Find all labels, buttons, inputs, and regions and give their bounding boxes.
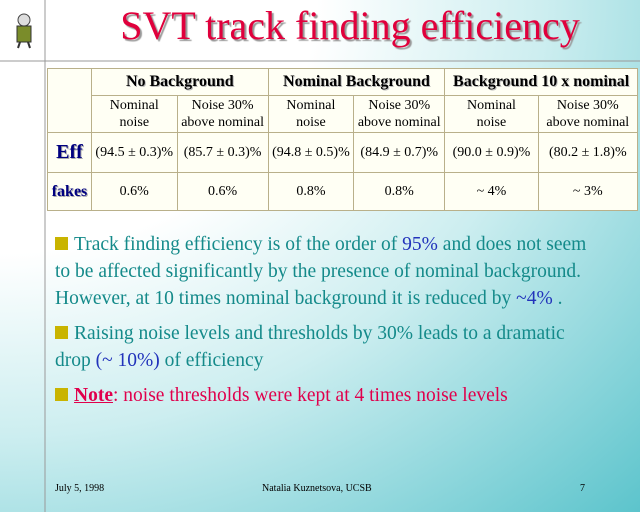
sub-header: Nominal noise [91, 95, 178, 133]
cell: ~ 4% [444, 172, 539, 211]
cell: 0.6% [91, 172, 178, 211]
cell: (94.5 ± 0.3)% [91, 132, 178, 173]
sub-header-line: Noise 30% [368, 98, 431, 113]
sub-header: Noise 30% above nominal [176, 95, 269, 133]
group-header: Background 10 x nominal [444, 68, 638, 96]
highlight: 95% [402, 234, 438, 255]
corner [47, 68, 92, 133]
sub-header-line: above nominal [357, 115, 441, 130]
cell: (80.2 ± 1.8)% [537, 132, 639, 173]
text: and does not seem to be affected signifi… [55, 234, 587, 309]
text: . [552, 288, 563, 309]
cell: (90.0 ± 0.9)% [444, 132, 539, 173]
bullet: Raising noise levels and thresholds by 3… [55, 320, 595, 374]
sub-header-line: noise [476, 115, 507, 130]
cell: 0.8% [353, 172, 446, 211]
sub-header: Noise 30% above nominal [353, 95, 446, 133]
sub-header: Nominal noise [267, 95, 355, 133]
sub-header-line: Nominal [109, 98, 159, 113]
highlight: (~ 10%) [95, 350, 160, 371]
sub-header-line: above nominal [546, 115, 630, 130]
highlight: ~4% [516, 288, 553, 309]
row-label: fakes [47, 172, 92, 211]
title: SVT track finding efficiency [120, 3, 580, 48]
text: of efficiency [159, 350, 264, 371]
sub-header: Nominal noise [444, 95, 539, 133]
cell: 0.6% [176, 172, 269, 211]
cell: ~ 3% [537, 172, 639, 211]
bullet-list: Track finding efficiency is of the order… [55, 231, 595, 417]
footer-date: July 5, 1998 [55, 483, 105, 494]
sub-header-line: above nominal [181, 115, 264, 130]
note-label: Note [74, 385, 113, 406]
text: Track finding efficiency is of the order… [74, 234, 403, 255]
footer-page: 7 [580, 483, 585, 494]
cell: (84.9 ± 0.7)% [353, 132, 446, 173]
cell: (94.8 ± 0.5)% [267, 132, 355, 173]
sub-header-line: noise [296, 115, 326, 130]
group-header: Nominal Background [267, 68, 446, 96]
sub-header-line: Nominal [286, 98, 336, 113]
sub-header-line: Noise 30% [191, 98, 254, 113]
sub-header-line: Noise 30% [556, 98, 619, 113]
cell: (85.7 ± 0.3)% [176, 132, 269, 173]
logo [16, 13, 32, 49]
results-table: No Background Nominal Background Backgro… [47, 68, 639, 211]
cell: 0.8% [267, 172, 355, 211]
text: Raising noise levels and thresholds by 3… [55, 323, 565, 371]
bullet: Note: noise thresholds were kept at 4 ti… [55, 382, 595, 409]
group-header: No Background [91, 68, 269, 96]
text: : noise thresholds were kept at 4 times … [112, 385, 508, 406]
sub-header: Noise 30% above nominal [537, 95, 639, 133]
row-label: Eff [47, 132, 92, 173]
bullet: Track finding efficiency is of the order… [55, 231, 595, 312]
sub-header-line: noise [119, 115, 150, 130]
sub-header-line: Nominal [466, 98, 516, 113]
footer-author: Natalia Kuznetsova, UCSB [262, 483, 372, 494]
